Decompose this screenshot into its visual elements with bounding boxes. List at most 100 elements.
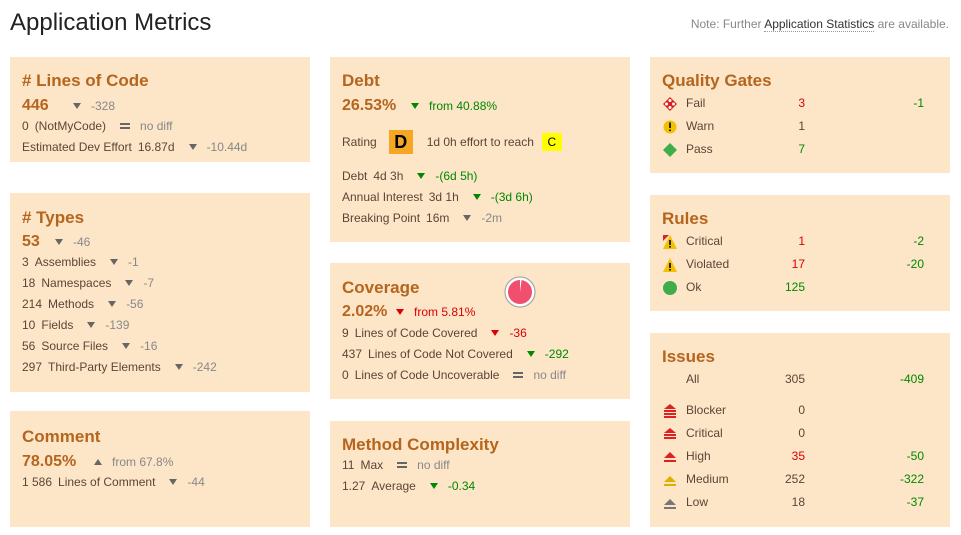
table-row[interactable]: Critical 1 -2 [662, 234, 932, 252]
coverage-value[interactable]: 2.02% [342, 303, 388, 320]
card-title[interactable]: # Types [22, 208, 85, 227]
annual-interest-row[interactable]: Annual Interest 3d 1h -(3d 6h) [342, 190, 539, 204]
rule-value: 17 [791, 257, 805, 271]
issue-value: 0 [798, 403, 805, 417]
list-item[interactable]: 56 Source Files -16 [22, 339, 163, 353]
debt-card[interactable]: Debt 26.53% from 40.88% Rating D 1d 0h e… [330, 57, 630, 242]
loc-value[interactable]: 446 [22, 97, 49, 114]
warning-icon [663, 120, 677, 134]
table-row[interactable]: Violated 17 -20 [662, 257, 932, 275]
application-statistics-link[interactable]: Application Statistics [764, 17, 875, 32]
issue-value: 35 [791, 449, 805, 463]
breaking-point-row[interactable]: Breaking Point 16m -2m [342, 211, 508, 225]
rule-value: 1 [798, 234, 805, 248]
rules-card[interactable]: Rules Critical 1 -2 Violated 17 -20 Ok 1… [650, 195, 950, 311]
ok-icon [663, 281, 677, 295]
increase-icon [94, 459, 102, 465]
high-icon [664, 452, 676, 462]
table-row[interactable]: All 305 -409 [662, 372, 932, 390]
debt-value[interactable]: 26.53% [342, 97, 397, 114]
table-row[interactable]: High 35 -50 [662, 449, 932, 467]
card-title[interactable]: Quality Gates [662, 71, 772, 90]
row-diff: -56 [126, 297, 144, 311]
card-title[interactable]: Comment [22, 427, 101, 446]
row-value: 16m [426, 211, 450, 225]
issue-value: 305 [784, 372, 805, 386]
not-covered-row[interactable]: 437 Lines of Code Not Covered -292 [342, 347, 575, 361]
comment-from: from 67.8% [112, 455, 174, 469]
types-value[interactable]: 53 [22, 233, 40, 250]
row-label: Lines of Code Covered [354, 326, 478, 340]
metric-row: 446 [22, 97, 49, 115]
rating-row[interactable]: Rating D 1d 0h effort to reach C [342, 130, 568, 154]
card-title[interactable]: Method Complexity [342, 435, 499, 454]
comment-card[interactable]: Comment 78.05% from 67.8% 1 586 Lines of… [10, 411, 310, 527]
row-label: Debt [342, 169, 368, 183]
row-diff: -139 [105, 318, 130, 332]
table-row[interactable]: Medium 252 -322 [662, 472, 932, 490]
average-row[interactable]: 1.27 Average -0.34 [342, 479, 481, 493]
list-item[interactable]: 297 Third-Party Elements -242 [22, 360, 223, 374]
card-title[interactable]: Rules [662, 209, 709, 228]
equal-icon [120, 123, 131, 129]
critical-warning-icon [663, 235, 677, 249]
pass-icon [663, 143, 677, 157]
table-row[interactable]: Ok 125 [662, 280, 932, 298]
card-title[interactable]: Coverage [342, 278, 420, 297]
lines-of-code-card[interactable]: # Lines of Code 446 -328 0 (NotMyCode) n… [10, 57, 310, 162]
row-value: 4d 3h [373, 169, 404, 183]
metric-row: 53 [22, 233, 40, 251]
loc-diff-row: -328 [65, 99, 121, 113]
note-prefix: Note: Further [690, 17, 762, 31]
card-title[interactable]: Issues [662, 347, 715, 366]
card-title[interactable]: # Lines of Code [22, 71, 149, 90]
row-diff: -292 [544, 347, 569, 361]
row-diff: -36 [509, 326, 527, 340]
list-item[interactable]: 18 Namespaces -7 [22, 276, 160, 290]
row-diff: -7 [143, 276, 155, 290]
max-row[interactable]: 11 Max no diff [342, 458, 456, 472]
blocker-icon [664, 404, 676, 418]
table-row[interactable]: Pass 7 [662, 142, 932, 160]
row-value: 437 [342, 347, 363, 361]
comment-from-row: from 67.8% [86, 455, 179, 469]
row-label: Namespaces [41, 276, 112, 290]
types-card[interactable]: # Types 53 -46 3 Assemblies -1 18 Namesp… [10, 193, 310, 392]
uncoverable-row[interactable]: 0 Lines of Code Uncoverable no diff [342, 368, 572, 382]
loc-diff: -328 [91, 99, 116, 113]
table-row[interactable]: Critical 0 [662, 426, 932, 444]
table-row[interactable]: Warn 1 [662, 119, 932, 137]
method-complexity-card[interactable]: Method Complexity 11 Max no diff 1.27 Av… [330, 421, 630, 527]
issue-value: 0 [798, 426, 805, 440]
coverage-pie-chart [504, 276, 536, 308]
card-title[interactable]: Debt [342, 71, 380, 90]
types-diff: -46 [73, 235, 91, 249]
row-value: 56 [22, 339, 36, 353]
issues-card[interactable]: Issues All 305 -409 Blocker 0 Critical 0… [650, 333, 950, 527]
row-diff: -16 [140, 339, 158, 353]
dev-effort-row[interactable]: Estimated Dev Effort 16.87d -10.44d [22, 140, 253, 154]
table-row[interactable]: Low 18 -37 [662, 495, 932, 513]
table-row[interactable]: Fail 3 -1 [662, 96, 932, 114]
list-item[interactable]: 10 Fields -139 [22, 318, 135, 332]
debt-row[interactable]: Debt 4d 3h -(6d 5h) [342, 169, 483, 183]
quality-gates-card[interactable]: Quality Gates Fail 3 -1 Warn 1 Pass 7 [650, 57, 950, 173]
decrease-icon [188, 144, 197, 150]
list-item[interactable]: 3 Assemblies -1 [22, 255, 145, 269]
decrease-icon [491, 330, 500, 336]
row-value: 1 586 [22, 475, 53, 489]
coverage-from: from 5.81% [414, 305, 476, 319]
notmycode-row[interactable]: 0 (NotMyCode) no diff [22, 119, 179, 133]
coverage-card[interactable]: Coverage 2.02% from 5.81% 9 Lines of Cod… [330, 263, 630, 399]
row-value: 18 [22, 276, 36, 290]
gate-diff: -1 [913, 96, 924, 110]
decrease-icon [472, 194, 481, 200]
row-diff: -242 [192, 360, 217, 374]
comment-lines-row[interactable]: 1 586 Lines of Comment -44 [22, 475, 211, 489]
rule-diff: -20 [906, 257, 924, 271]
comment-value[interactable]: 78.05% [22, 453, 77, 470]
notmycode-diff: no diff [140, 119, 173, 133]
covered-row[interactable]: 9 Lines of Code Covered -36 [342, 326, 533, 340]
table-row[interactable]: Blocker 0 [662, 403, 932, 421]
list-item[interactable]: 214 Methods -56 [22, 297, 149, 311]
